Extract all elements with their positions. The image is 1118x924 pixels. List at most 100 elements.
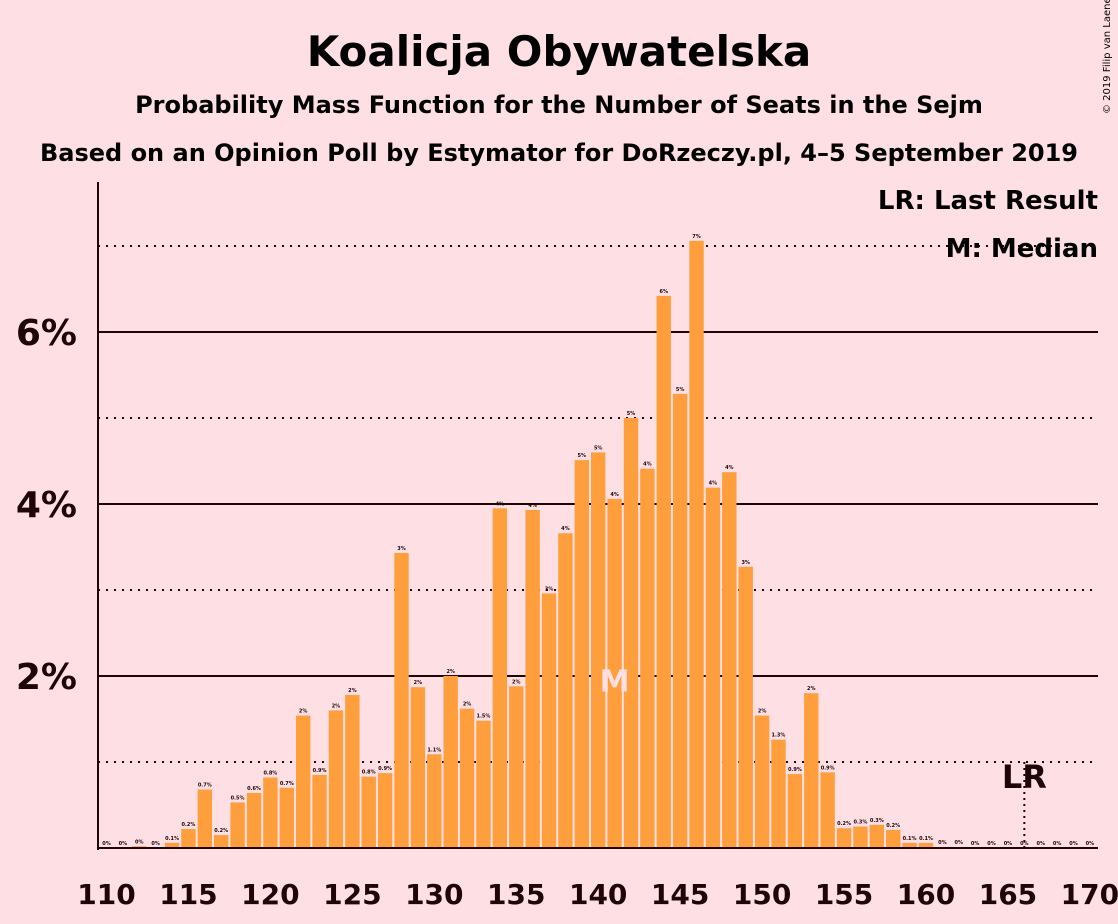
bar-label-seat-159: 0.1%	[903, 836, 917, 842]
x-tick-label: 135	[487, 878, 545, 911]
bar-seat-125	[345, 694, 360, 848]
bar-seat-127	[377, 773, 393, 848]
bar-label-seat-135: 2%	[512, 679, 521, 685]
bar-label-seat-153: 2%	[807, 686, 816, 692]
bar-label-seat-136: 4%	[528, 503, 537, 509]
bar-seat-118	[230, 802, 245, 848]
bar-label-seat-123: 0.9%	[313, 768, 327, 774]
bar-label-seat-170: 0%	[1086, 841, 1095, 847]
axes: 2% 4% 6% 110 115 120 125 130 135 140 145 150 155 160 1…	[16, 182, 1118, 911]
x-tick-label: 145	[651, 878, 709, 911]
bar-label-seat-164: 0%	[987, 841, 996, 847]
bar-seat-134	[492, 508, 508, 848]
x-tick-label: 130	[405, 878, 463, 911]
last-result-marker: LR	[1002, 758, 1047, 796]
bar-label-seat-161: 0%	[938, 840, 947, 846]
bar-label-seat-119: 0.6%	[247, 786, 261, 792]
bar-label-seat-125: 2%	[348, 688, 357, 694]
bar-seat-157	[869, 824, 885, 848]
bar-seat-155	[836, 828, 852, 848]
x-tick-label: 115	[159, 878, 217, 911]
x-tick-label: 120	[241, 878, 299, 911]
bar-label-seat-146: 7%	[692, 234, 701, 240]
bar-label-seat-156: 0.3%	[854, 820, 868, 826]
bar-label-seat-116: 0.7%	[198, 783, 212, 789]
bar-seat-160	[918, 842, 934, 848]
bar-seat-128	[394, 553, 409, 848]
x-tick-label: 125	[323, 878, 381, 911]
bar-label-seat-132: 2%	[463, 702, 472, 708]
bar-label-seat-143: 4%	[643, 462, 652, 468]
bar-seat-133	[476, 720, 491, 848]
bar-label-seat-117: 0.2%	[214, 828, 228, 834]
bar-label-seat-163: 0%	[971, 841, 980, 847]
x-tick-label: 165	[979, 878, 1037, 911]
bar-label-seat-124: 2%	[332, 703, 341, 709]
bar-seat-137	[541, 593, 557, 848]
bar-label-seat-139: 5%	[578, 453, 587, 459]
bar-label-seat-129: 2%	[414, 680, 423, 686]
x-tick-label: 150	[733, 878, 791, 911]
bar-label-seat-130: 1.1%	[427, 747, 441, 753]
bar-seat-120	[263, 777, 278, 848]
bar-seat-117	[214, 835, 229, 848]
bar-label-seat-158: 0.2%	[886, 823, 900, 829]
bar-seat-124	[328, 710, 344, 848]
bar-label-seat-147: 4%	[709, 481, 718, 487]
bar-seat-122	[295, 715, 311, 848]
bar-label-seat-149: 3%	[741, 560, 750, 566]
bar-label-seat-121: 0.7%	[280, 781, 294, 787]
bar-seat-145	[672, 393, 688, 848]
bar-label-seat-168: 0%	[1053, 841, 1062, 847]
x-tick-label: 170	[1061, 878, 1118, 911]
bar-label-seat-155: 0.2%	[837, 821, 851, 827]
bar-seat-135	[509, 686, 524, 848]
x-tick-label: 110	[77, 878, 135, 911]
bars	[132, 240, 966, 849]
bar-seat-138	[558, 533, 573, 848]
y-tick-label: 2%	[16, 657, 77, 698]
bar-seat-129	[410, 687, 426, 848]
bar-label-seat-152: 0.9%	[788, 767, 802, 773]
bar-label-seat-162: 0%	[955, 840, 964, 846]
median-marker: M	[600, 664, 630, 699]
gridlines	[98, 245, 1098, 763]
bar-seat-146	[689, 240, 704, 849]
bar-seat-141	[607, 498, 622, 848]
bar-seat-150	[754, 715, 770, 848]
bar-label-seat-165: 0%	[1004, 841, 1013, 847]
x-tick-label: 140	[569, 878, 627, 911]
bar-label-seat-166: 0%	[1020, 841, 1029, 847]
bar-label-seat-138: 4%	[561, 526, 570, 532]
bar-label-seat-134: 4%	[496, 501, 505, 507]
chart-subtitle: Probability Mass Function for the Number…	[135, 91, 983, 119]
y-tick-label: 4%	[16, 485, 77, 526]
bar-label-seat-144: 6%	[660, 289, 669, 295]
bar-label-seat-110: 0%	[102, 841, 111, 847]
bar-seat-143	[640, 468, 655, 848]
bar-label-seat-154: 0.9%	[821, 765, 835, 771]
bar-seat-154	[820, 772, 835, 848]
bar-label-seat-120: 0.8%	[263, 770, 277, 776]
legend-median: M: Median	[946, 234, 1098, 264]
bar-label-seat-160: 0.1%	[919, 836, 933, 842]
y-tick-label: 6%	[16, 313, 77, 354]
bar-seat-152	[787, 774, 803, 848]
x-tick-label: 160	[897, 878, 955, 911]
bar-seat-132	[459, 708, 475, 848]
bar-label-seat-148: 4%	[725, 465, 734, 471]
bar-label-seat-122: 2%	[299, 709, 308, 715]
chart-source-line: Based on an Opinion Poll by Estymator fo…	[40, 139, 1078, 167]
bar-label-seat-112: 0%	[135, 839, 144, 845]
bar-label-seat-157: 0.3%	[870, 818, 884, 824]
x-tick-label: 155	[815, 878, 873, 911]
bar-label-seat-115: 0.2%	[182, 822, 196, 828]
bar-seat-149	[738, 566, 753, 848]
bar-seat-159	[902, 842, 917, 848]
bar-label-seat-141: 4%	[610, 492, 619, 498]
bar-label-seat-131: 2%	[446, 669, 455, 675]
bar-seat-156	[853, 826, 868, 848]
bar-seat-147	[705, 487, 721, 848]
bar-label-seat-169: 0%	[1069, 841, 1078, 847]
